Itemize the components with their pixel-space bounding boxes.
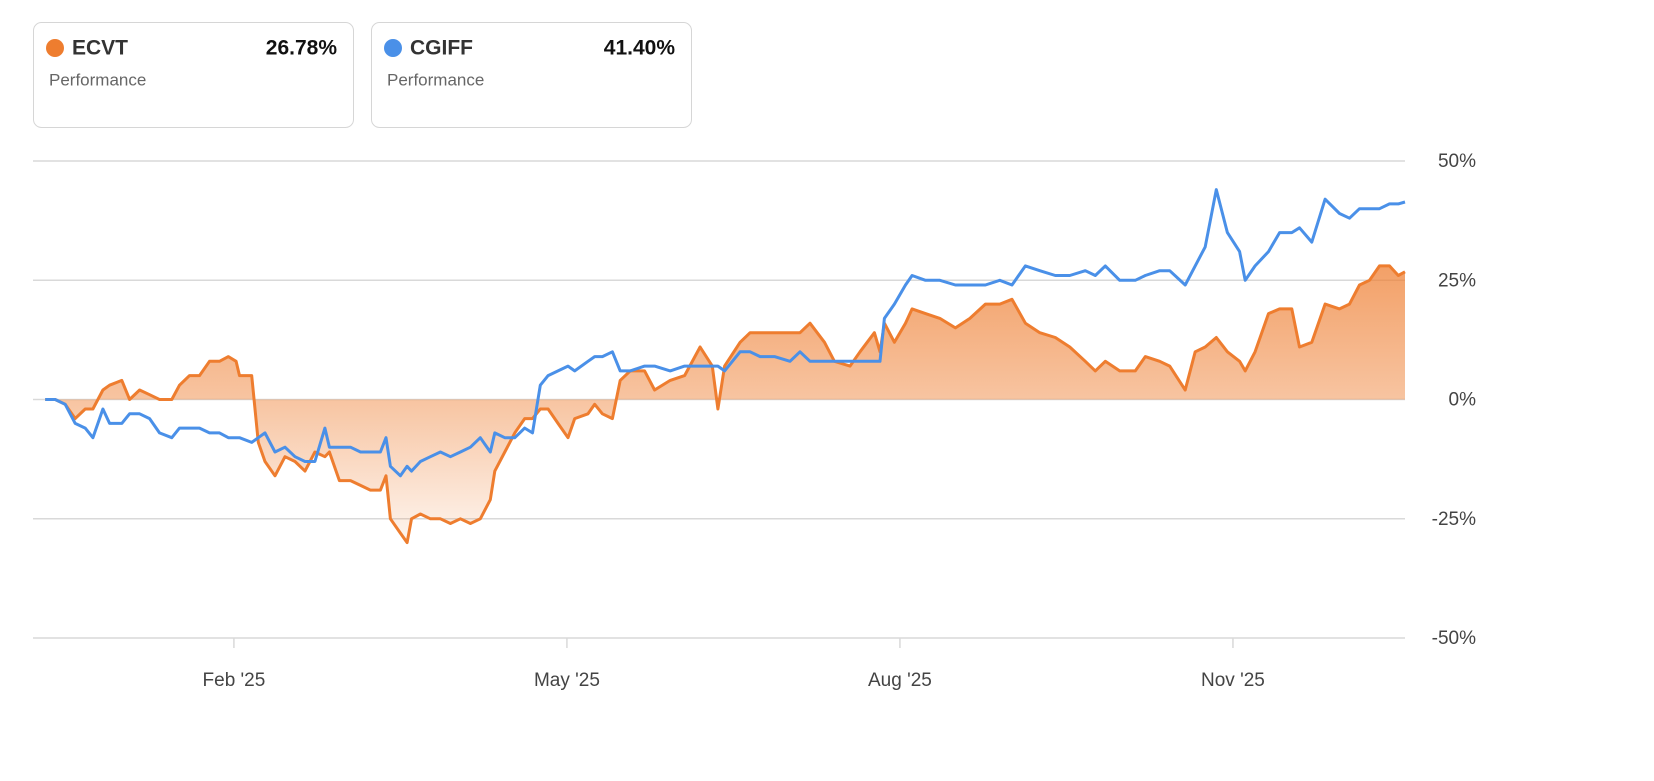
- legend-dot: [384, 39, 402, 57]
- y-tick-label: -25%: [1432, 509, 1476, 530]
- legend-card[interactable]: [33, 22, 354, 128]
- legend-cards: ECVT 26.78% Performance CGIFF 41.40% Performa…: [33, 22, 692, 128]
- x-tick-label: Nov '25: [1201, 670, 1265, 691]
- area: [45, 265, 1406, 543]
- x-tick-label: May '25: [534, 670, 600, 691]
- legend-value: 26.78%: [266, 37, 338, 60]
- legend-label: Performance: [387, 70, 484, 89]
- legend-card[interactable]: [371, 22, 692, 128]
- x-tick-label: Aug '25: [868, 670, 932, 691]
- x-tick-label: Feb '25: [203, 670, 266, 691]
- y-tick-label: -50%: [1432, 628, 1476, 649]
- axes: 50% 25% 0% -25% -50% Feb '25 May '25 Aug '25 Nov…: [203, 151, 1477, 691]
- y-tick-label: 25%: [1438, 270, 1476, 291]
- legend-value: 41.40%: [604, 37, 676, 60]
- legend-dot: [46, 39, 64, 57]
- y-tick-label: 50%: [1438, 151, 1476, 172]
- legend-label: Performance: [49, 70, 146, 89]
- line: [45, 188, 1406, 478]
- legend-name: ECVT: [72, 37, 128, 60]
- line: [45, 264, 1406, 545]
- y-tick-label: 0%: [1449, 390, 1477, 411]
- legend-name: CGIFF: [410, 37, 473, 60]
- plot: [45, 188, 1406, 545]
